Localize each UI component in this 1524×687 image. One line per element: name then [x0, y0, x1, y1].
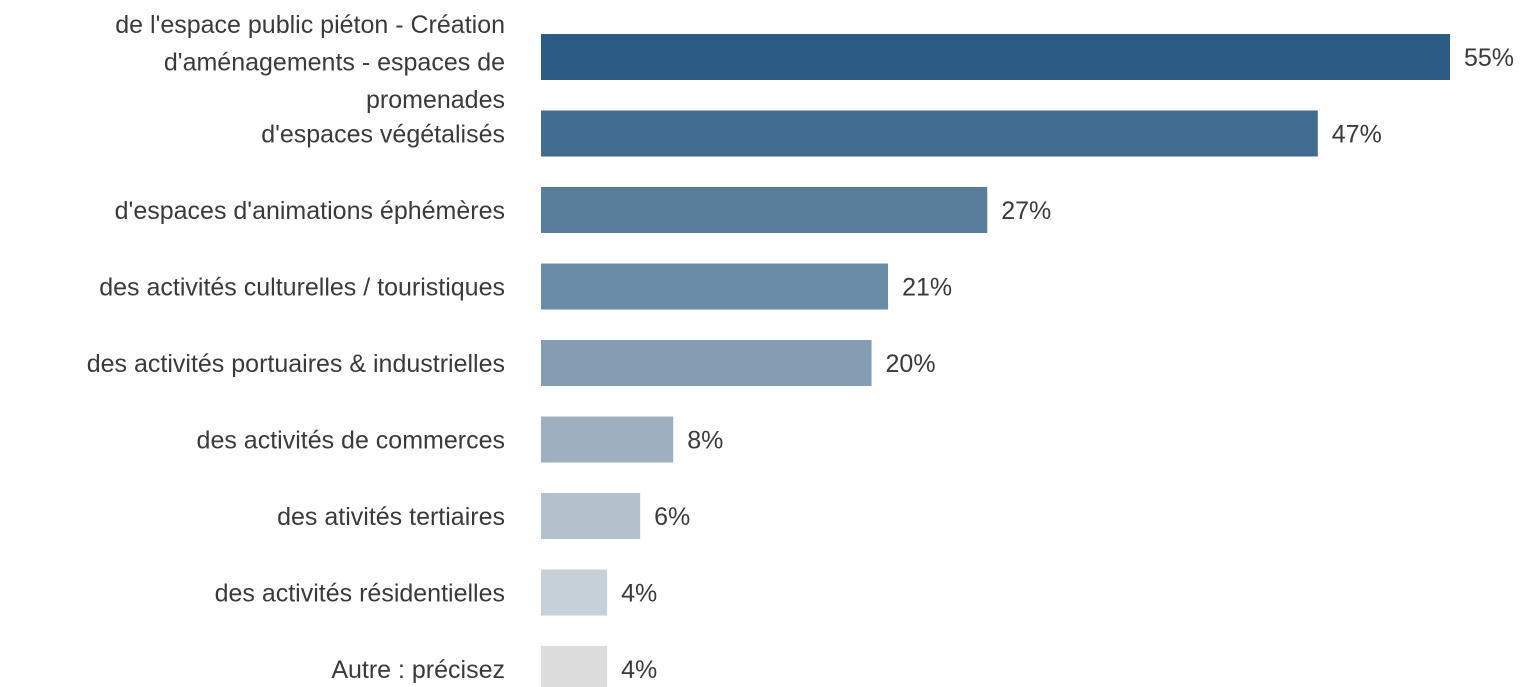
category-label-5: des activités de commerces	[197, 427, 505, 455]
value-label-5: 8%	[687, 427, 723, 455]
category-label-3-line-0: des activités culturelles / touristiques	[99, 274, 505, 302]
bar-8	[541, 646, 608, 687]
value-label-6: 6%	[654, 503, 690, 531]
value-label-0: 55%	[1464, 44, 1514, 72]
category-label-6-line-0: des ativités tertiaires	[277, 503, 505, 531]
value-label-8: 4%	[621, 656, 657, 684]
category-label-1-line-0: d'espaces végétalisés	[261, 121, 505, 149]
category-label-0-line-0: de l'espace public piéton - Création	[115, 11, 505, 39]
category-label-6: des ativités tertiaires	[277, 503, 505, 531]
value-label-2: 27%	[1001, 197, 1051, 225]
bars-group	[541, 34, 1450, 687]
bar-5	[541, 416, 674, 463]
category-label-7-line-0: des activités résidentielles	[215, 580, 505, 608]
bar-7	[541, 569, 608, 616]
category-label-2: d'espaces d'animations éphémères	[115, 197, 505, 225]
bar-2	[541, 187, 988, 233]
category-label-7: des activités résidentielles	[215, 580, 505, 608]
value-label-1: 47%	[1332, 121, 1382, 149]
bar-3	[541, 263, 889, 310]
category-label-8-line-0: Autre : précisez	[331, 656, 505, 684]
bar-1	[541, 110, 1318, 157]
category-label-3: des activités culturelles / touristiques	[99, 274, 505, 302]
category-labels-group: de l'espace public piéton - Création d'am…	[87, 11, 505, 684]
bar-6	[541, 493, 641, 539]
bar-4	[541, 340, 872, 386]
category-label-0: de l'espace public piéton - Création d'am…	[115, 11, 505, 114]
category-label-4: des activités portuaires & industrielles	[87, 350, 505, 378]
category-label-0-line-2: promenades	[366, 86, 505, 114]
category-label-8: Autre : précisez	[331, 656, 505, 684]
value-labels-group: 55% 47% 27% 21% 20% 8% 6% 4% 4%	[621, 44, 1514, 684]
value-label-4: 20%	[886, 350, 936, 378]
category-label-0-line-1: d'aménagements - espaces de	[164, 49, 505, 77]
value-label-7: 4%	[621, 580, 657, 608]
category-label-5-line-0: des activités de commerces	[197, 427, 505, 455]
value-label-3: 21%	[902, 274, 952, 302]
category-label-4-line-0: des activités portuaires & industrielles	[87, 350, 505, 378]
bar-0	[541, 34, 1450, 80]
category-label-1: d'espaces végétalisés	[261, 121, 505, 149]
category-label-2-line-0: d'espaces d'animations éphémères	[115, 197, 505, 225]
